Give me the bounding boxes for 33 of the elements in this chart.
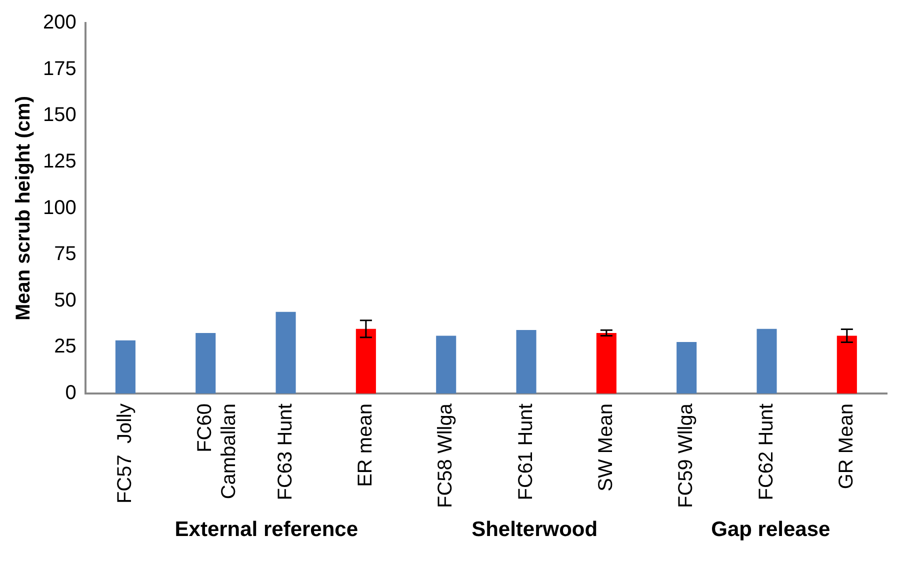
bar (516, 330, 536, 394)
y-axis-title: Mean scrub height (cm) (12, 96, 35, 321)
y-tick-label: 0 (65, 382, 76, 404)
x-tick-label: FC59 Wllga (675, 402, 698, 508)
x-tick-label: SW Mean (594, 404, 617, 492)
y-tick-label: 150 (42, 104, 76, 126)
x-tick-label: ER mean (354, 404, 376, 487)
x-tick-label: FC57 Jolly (114, 404, 136, 504)
x-tick-label: FC61 Hunt (514, 403, 537, 500)
y-tick-label: 175 (42, 58, 76, 80)
text: External reference (174, 518, 358, 542)
y-tick-label: 200 (42, 12, 76, 34)
bar (836, 336, 857, 394)
y-tick-label: 75 (54, 243, 76, 266)
text: Gap release (711, 518, 830, 542)
y-tick-label: 125 (42, 150, 76, 172)
x-tick-label: FC62 Hunt (755, 403, 778, 500)
x-tick-label: FC60 Camballan (194, 404, 240, 500)
y-tick-label: 50 (54, 289, 76, 312)
bar (676, 342, 697, 394)
bar (756, 328, 777, 394)
bar (356, 328, 376, 394)
x-tick-label: GR Mean (835, 404, 858, 490)
x-tick-label: FC63 Hunt (274, 403, 296, 500)
y-tick-label: 25 (54, 336, 76, 358)
bar (115, 340, 136, 394)
x-tick-label: FC58 Wllga (434, 402, 457, 508)
text: Shelterwood (472, 518, 598, 542)
bar (436, 336, 456, 394)
y-tick-label: 100 (42, 196, 76, 219)
bar (276, 312, 296, 394)
bar (196, 332, 216, 394)
bar (596, 332, 616, 394)
